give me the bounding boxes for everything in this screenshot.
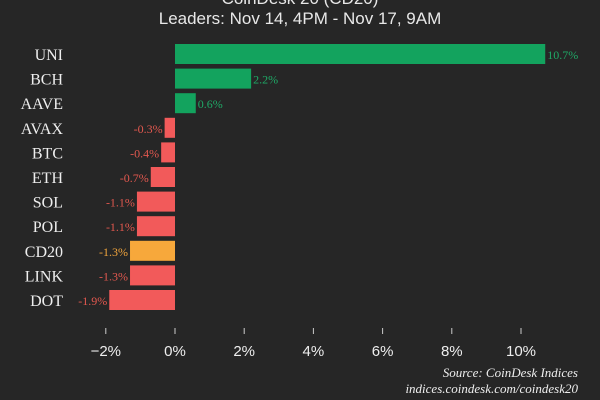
bar-avax xyxy=(164,117,175,138)
x-tick-label: 2% xyxy=(233,343,255,360)
category-label: DOT xyxy=(30,293,63,310)
data-label: -1.1% xyxy=(106,220,135,234)
bar-cd20 xyxy=(130,240,175,261)
bar-uni xyxy=(175,44,546,64)
chart-subtitle: Leaders: Nov 14, 4PM - Nov 17, 9AM xyxy=(158,9,442,28)
bar-dot xyxy=(109,290,175,310)
bar-btc xyxy=(161,142,175,163)
data-label: -1.9% xyxy=(78,294,107,308)
x-tick-label: −2% xyxy=(91,343,121,360)
x-tick-label: 8% xyxy=(441,343,463,360)
data-label: -0.3% xyxy=(134,122,163,136)
category-label: UNI xyxy=(35,47,63,64)
x-tick-label: 6% xyxy=(372,343,394,360)
bar-pol xyxy=(136,216,175,237)
data-label: -1.3% xyxy=(99,269,128,283)
x-tick-label: 0% xyxy=(164,343,186,360)
category-label: LINK xyxy=(25,268,64,285)
data-label: -0.4% xyxy=(130,146,159,160)
category-label: POL xyxy=(33,219,63,236)
x-tick-label: 10% xyxy=(506,343,536,360)
data-label: 0.6% xyxy=(198,97,223,111)
data-label: -1.3% xyxy=(99,245,128,259)
data-label: -0.7% xyxy=(120,171,149,185)
category-label: BCH xyxy=(30,72,63,89)
bar-sol xyxy=(136,191,175,212)
data-label: 2.2% xyxy=(253,73,278,87)
bar-bch xyxy=(175,68,252,89)
category-label: BTC xyxy=(32,145,63,162)
data-label: 10.7% xyxy=(547,48,578,62)
category-label: CD20 xyxy=(25,244,63,261)
data-label: -1.1% xyxy=(106,196,135,210)
source-text: Source: CoinDesk Indices xyxy=(442,365,578,380)
category-label: AVAX xyxy=(21,121,64,138)
category-label: SOL xyxy=(33,195,63,212)
category-label: AAVE xyxy=(21,96,63,113)
bar-aave xyxy=(175,93,196,114)
source-url[interactable]: indices.coindesk.com/coindesk20 xyxy=(405,381,578,396)
chart-title: CoinDesk 20 (CD20) xyxy=(0,0,600,8)
x-tick-label: 4% xyxy=(303,343,325,360)
bar-eth xyxy=(150,167,175,187)
category-label: ETH xyxy=(32,170,64,187)
bar-link xyxy=(130,265,175,286)
